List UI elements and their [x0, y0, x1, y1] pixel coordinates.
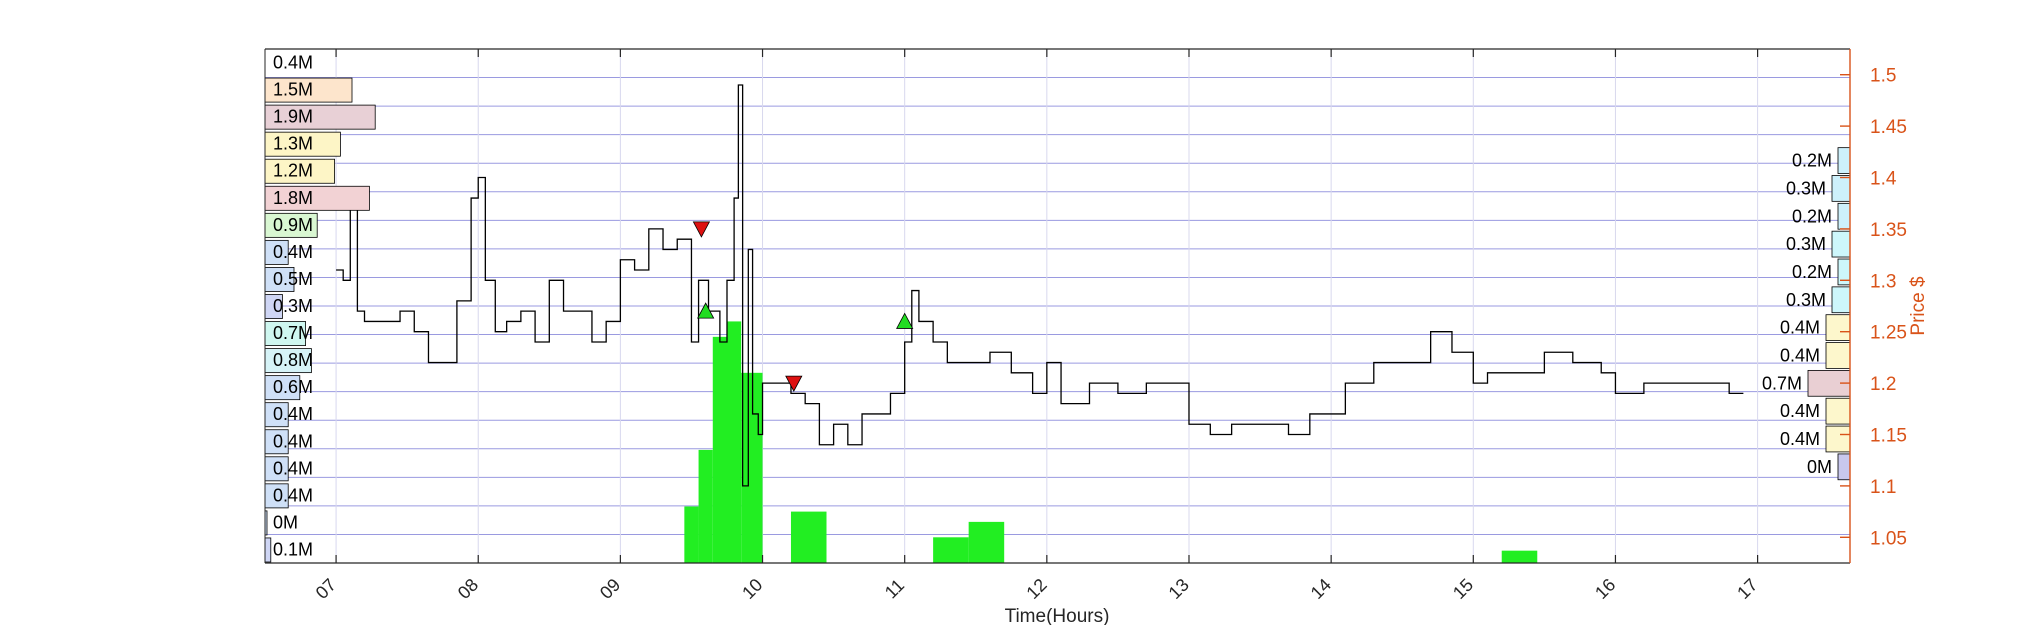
x-tick-label: 08: [454, 575, 482, 603]
sell-marker: [692, 221, 711, 238]
profile-bar-left: [264, 267, 295, 292]
profile-label-right: 0.2M: [1792, 206, 1832, 226]
profile-label-left: 0.4M: [273, 404, 313, 424]
profile-label-left: 0.4M: [273, 431, 313, 451]
x-tick-label: 15: [1449, 575, 1477, 603]
profile-bar-left: [264, 131, 341, 157]
profile-bar-right: [1837, 202, 1851, 230]
profile-bar-left: [264, 158, 335, 184]
profile-label-left: 0.8M: [273, 350, 313, 370]
profile-label-left: 0.9M: [273, 215, 313, 235]
profile-label-left: 0.3M: [273, 296, 313, 316]
profile-bar-left: [264, 77, 353, 103]
profile-label-left: 1.3M: [273, 134, 313, 154]
buy-marker: [896, 312, 914, 329]
x-tick-label: 12: [1022, 575, 1050, 603]
volume-bar: [790, 511, 827, 563]
volume-bar: [684, 506, 699, 563]
profile-bar-left: [264, 321, 306, 346]
profile-label-left: 0.4M: [273, 485, 313, 505]
x-tick-label: 14: [1307, 575, 1335, 603]
profile-label-left: 1.5M: [273, 80, 313, 100]
profile-bar-left: [264, 104, 376, 130]
y-tick-label: 1.25: [1870, 323, 1907, 344]
x-tick-label: 16: [1591, 575, 1619, 603]
profile-bar-right: [1831, 230, 1851, 258]
profile-bar-left: [264, 212, 318, 238]
y-tick-label: 1.2: [1870, 374, 1896, 395]
price-series: [336, 84, 1744, 487]
volume-bar: [726, 321, 742, 563]
price-line: [336, 84, 1744, 487]
x-tick-label: 10: [738, 575, 766, 603]
y-tick-label: 1.15: [1870, 426, 1907, 447]
profile-label-right: 0.7M: [1762, 373, 1802, 393]
buy-marker: [697, 302, 715, 319]
profile-label-left: 1.8M: [273, 188, 313, 208]
profile-label-right: 0.4M: [1780, 401, 1820, 421]
profile-bar-right: [1825, 397, 1851, 425]
profile-label-left: 0M: [273, 512, 298, 532]
y-tick-label: 1.35: [1870, 220, 1907, 241]
volume-bar: [712, 336, 727, 563]
profile-label-right: 0.3M: [1786, 234, 1826, 254]
profile-label-left: 1.2M: [273, 161, 313, 181]
volume-bar: [741, 372, 763, 563]
y-tick-label: 1.3: [1870, 271, 1896, 292]
sell-marker: [785, 375, 803, 392]
volume-profile-left: 0.4M 1.5M 1.9M 1.3M 1.2M 1.8M 0.9M 0.4M 0.5M 0.3M…: [264, 53, 376, 563]
y-tick-label: 1.45: [1870, 117, 1907, 138]
volume-bar: [968, 521, 1005, 563]
y-tick-label: 1.05: [1870, 528, 1907, 549]
profile-label-left: 0.5M: [273, 269, 313, 289]
volume-profile-right: 0.2M 0.3M 0.2M 0.3M 0.2M 0.3M 0.4M 0.4M 0.7M 0.4M…: [1762, 147, 1851, 481]
volume-bars: [684, 321, 1538, 563]
x-axis-label: Time(Hours): [1005, 606, 1110, 625]
trade-markers: [692, 221, 914, 392]
profile-label-right: 0.4M: [1780, 429, 1820, 449]
profile-label-right: 0.3M: [1786, 290, 1826, 310]
profile-label-left: 0.7M: [273, 323, 313, 343]
x-tick-label: 07: [312, 575, 340, 603]
profile-label-right: 0.2M: [1792, 262, 1832, 282]
profile-bar-right: [1825, 342, 1851, 369]
profile-bar-right: [1831, 286, 1851, 314]
y-tick-label: 1.4: [1870, 169, 1897, 190]
profile-label-right: 0.3M: [1786, 178, 1826, 198]
profile-label-left: 0.4M: [273, 53, 313, 73]
x-tick-label: 13: [1165, 575, 1193, 603]
x-tick-label: 17: [1733, 575, 1761, 603]
volume-bar: [933, 537, 969, 563]
y-axis-label: Price $: [1908, 276, 1929, 336]
profile-bar-right: [1831, 175, 1851, 202]
profile-label-left: 1.9M: [273, 107, 313, 127]
profile-label-right: 0.4M: [1780, 345, 1820, 365]
profile-label-left: 0.4M: [273, 458, 313, 478]
volume-bar: [1501, 550, 1538, 563]
volume-bar: [698, 449, 713, 563]
profile-label-right: 0.4M: [1780, 318, 1820, 338]
profile-bar-right: [1825, 425, 1851, 453]
y-tick-label: 1.5: [1870, 66, 1896, 87]
profile-label-left: 0.4M: [273, 242, 313, 262]
profile-bar-left: [264, 185, 370, 211]
profile-bar-right: [1825, 314, 1851, 341]
profile-label-left: 0.1M: [273, 539, 313, 559]
profile-label-right: 0.2M: [1792, 151, 1832, 171]
profile-label-right: 0M: [1807, 457, 1832, 477]
profile-bar-right: [1837, 453, 1851, 481]
profile-bar-right: [1837, 147, 1851, 174]
y-tick-label: 1.1: [1870, 477, 1896, 498]
x-tick-label: 11: [881, 575, 908, 602]
profile-label-left: 0.6M: [273, 377, 313, 397]
x-tick-label: 09: [596, 575, 624, 603]
profile-bar-left: [264, 537, 272, 563]
